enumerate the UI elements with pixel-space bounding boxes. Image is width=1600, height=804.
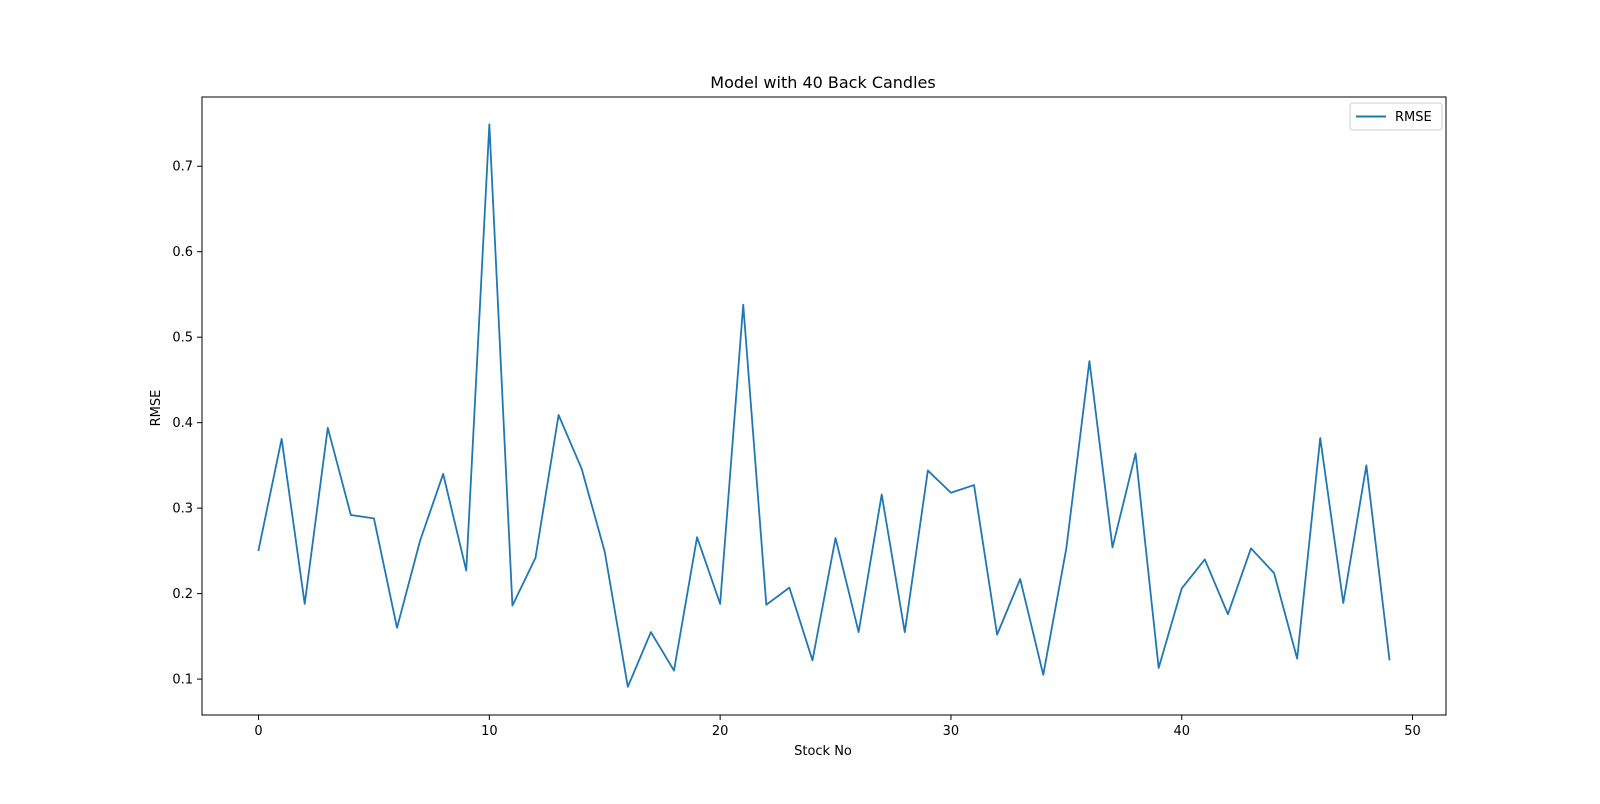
y-tick-label: 0.4	[172, 416, 193, 431]
x-tick-label: 40	[1173, 724, 1190, 739]
y-tick-label: 0.6	[172, 245, 193, 260]
y-tick-label: 0.3	[172, 502, 193, 517]
chart-title: Model with 40 Back Candles	[710, 73, 935, 92]
x-tick-label: 50	[1404, 724, 1421, 739]
y-tick-label: 0.1	[172, 673, 193, 688]
y-tick-label: 0.5	[172, 331, 193, 346]
x-tick-label: 20	[712, 724, 729, 739]
x-tick-label: 10	[481, 724, 498, 739]
x-tick-label: 30	[943, 724, 960, 739]
x-tick-label: 0	[254, 724, 262, 739]
x-axis-label: Stock No	[794, 744, 852, 759]
legend: RMSE	[1350, 103, 1442, 130]
legend-label-rmse: RMSE	[1395, 110, 1432, 125]
y-axis-label: RMSE	[149, 390, 164, 427]
y-tick-label: 0.7	[172, 160, 193, 175]
y-tick-label: 0.2	[172, 587, 193, 602]
